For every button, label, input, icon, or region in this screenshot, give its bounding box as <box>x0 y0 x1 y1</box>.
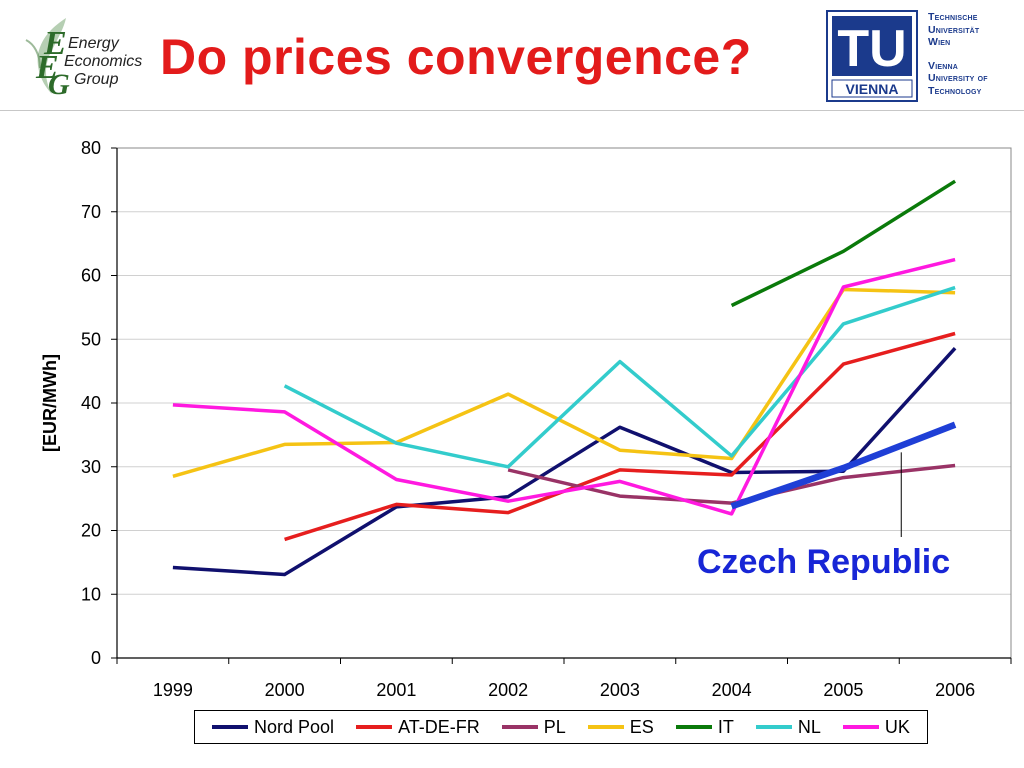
chart-axes: 0 10 20 30 40 50 60 70 80 1999 2000 2001 2002 2003 200… <box>81 138 1012 700</box>
y-tick-label: 60 <box>81 266 101 286</box>
y-tick-label: 50 <box>81 329 101 349</box>
legend-item-uk: UK <box>842 716 910 738</box>
chart-grid <box>117 147 1011 595</box>
tu-vienna-text: Technische Universität Wien Vienna Unive… <box>928 11 988 98</box>
price-line-chart: 0 10 20 30 40 50 60 70 80 1999 2000 2001 2002 2003 200… <box>40 138 1012 700</box>
y-tick-label: 0 <box>91 648 101 668</box>
legend-swatch <box>587 725 624 729</box>
y-tick-label: 70 <box>81 202 101 222</box>
x-tick-label: 2003 <box>600 680 640 700</box>
legend-item-it: IT <box>675 716 734 738</box>
eeg-logo-icon: E E G Energy Economics Group <box>25 18 142 100</box>
x-tick-label: 2004 <box>712 680 752 700</box>
x-tick-label: 2001 <box>376 680 416 700</box>
header-divider <box>0 110 1024 111</box>
svg-text:G: G <box>48 68 70 100</box>
legend-swatch <box>755 725 792 729</box>
legend-item-es: ES <box>587 716 654 738</box>
tu-line-6: Technology <box>928 84 982 97</box>
tu-line-4: Vienna <box>928 59 958 72</box>
tu-word: VIENNA <box>846 81 899 97</box>
x-tick-label: 2002 <box>488 680 528 700</box>
y-tick-label: 80 <box>81 138 101 158</box>
series-line-nl <box>283 285 956 469</box>
legend-swatch <box>212 725 248 729</box>
legend-item-nl: NL <box>755 716 821 738</box>
tu-line-5: University of <box>928 72 988 85</box>
tu-line-1: Technische <box>928 11 978 23</box>
legend-label: AT-DE-FR <box>398 716 480 737</box>
legend-label: PL <box>543 716 566 737</box>
eeg-word-1: Energy <box>68 35 120 52</box>
y-tick-label: 10 <box>81 584 101 604</box>
legend-label: IT <box>717 716 734 737</box>
tu-line-2: Universität <box>928 23 980 36</box>
tu-vienna-logo-icon: TU VIENNA <box>826 10 918 102</box>
eeg-logo: E E G Energy Economics Group <box>18 14 150 100</box>
legend-label: UK <box>884 716 910 737</box>
legend-item-nord-pool: Nord Pool <box>212 717 334 738</box>
y-tick-label: 40 <box>81 393 101 413</box>
legend-swatch <box>356 725 393 729</box>
y-tick-label: 30 <box>81 457 101 477</box>
series-line-es <box>172 287 956 478</box>
chart-series <box>172 179 957 577</box>
series-line-czech-republic <box>730 421 957 510</box>
series-line-at-de-fr <box>284 331 956 542</box>
legend-label: ES <box>629 716 654 737</box>
legend-label: Nord Pool <box>254 716 335 737</box>
tu-mark: TU <box>837 20 906 78</box>
y-axis-label: [EUR/MWh] <box>40 354 60 452</box>
series-line-uk <box>172 257 956 516</box>
chart-legend: Nord Pool AT-DE-FR PL ES IT NL UK <box>194 710 928 744</box>
eeg-word-2: Economics <box>64 53 142 70</box>
legend-swatch <box>842 725 879 729</box>
x-tick-label: 2005 <box>823 680 863 700</box>
y-tick-label: 20 <box>81 521 101 541</box>
x-tick-label: 1999 <box>153 680 193 700</box>
x-tick-label: 2000 <box>265 680 305 700</box>
legend-label: NL <box>797 716 821 737</box>
x-tick-label: 2006 <box>935 680 975 700</box>
page-title: Do prices convergence? <box>160 29 752 85</box>
eeg-word-3: Group <box>74 71 119 88</box>
legend-swatch <box>675 725 712 729</box>
series-line-it <box>730 179 957 308</box>
legend-swatch <box>501 725 538 729</box>
legend-item-pl: PL <box>501 716 566 738</box>
svg-text:E: E <box>43 25 67 62</box>
legend-item-at-de-fr: AT-DE-FR <box>356 717 480 738</box>
series-line-nord-pool <box>172 347 957 577</box>
tu-line-3: Wien <box>928 36 951 49</box>
czech-republic-label: Czech Republic <box>697 543 951 581</box>
svg-text:E: E <box>35 49 59 86</box>
